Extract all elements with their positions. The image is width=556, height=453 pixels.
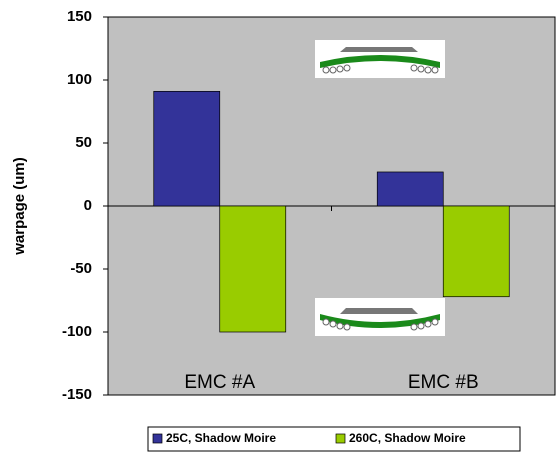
category-label: EMC #A bbox=[184, 372, 255, 393]
legend-swatch bbox=[152, 433, 163, 444]
bar bbox=[376, 171, 444, 207]
legend-label: 25C, Shadow Moire bbox=[166, 431, 276, 445]
bar bbox=[219, 205, 287, 333]
y-tick-label: -150 bbox=[62, 386, 92, 403]
y-tick-label: 0 bbox=[84, 197, 92, 214]
package-illustration-top bbox=[315, 40, 445, 78]
y-tick-label: -50 bbox=[70, 260, 92, 277]
legend-label: 260C, Shadow Moire bbox=[349, 431, 466, 445]
legend bbox=[147, 426, 521, 452]
legend-swatch bbox=[335, 433, 346, 444]
y-tick-label: 150 bbox=[67, 8, 92, 25]
y-tick-label: -100 bbox=[62, 323, 92, 340]
category-label: EMC #B bbox=[408, 372, 479, 393]
bar bbox=[442, 205, 510, 298]
y-axis-label: warpage (um) bbox=[11, 157, 28, 256]
package-illustration-bottom bbox=[315, 298, 445, 336]
y-tick-label: 100 bbox=[67, 71, 92, 88]
bar bbox=[153, 90, 221, 207]
y-tick-label: 50 bbox=[75, 134, 92, 151]
